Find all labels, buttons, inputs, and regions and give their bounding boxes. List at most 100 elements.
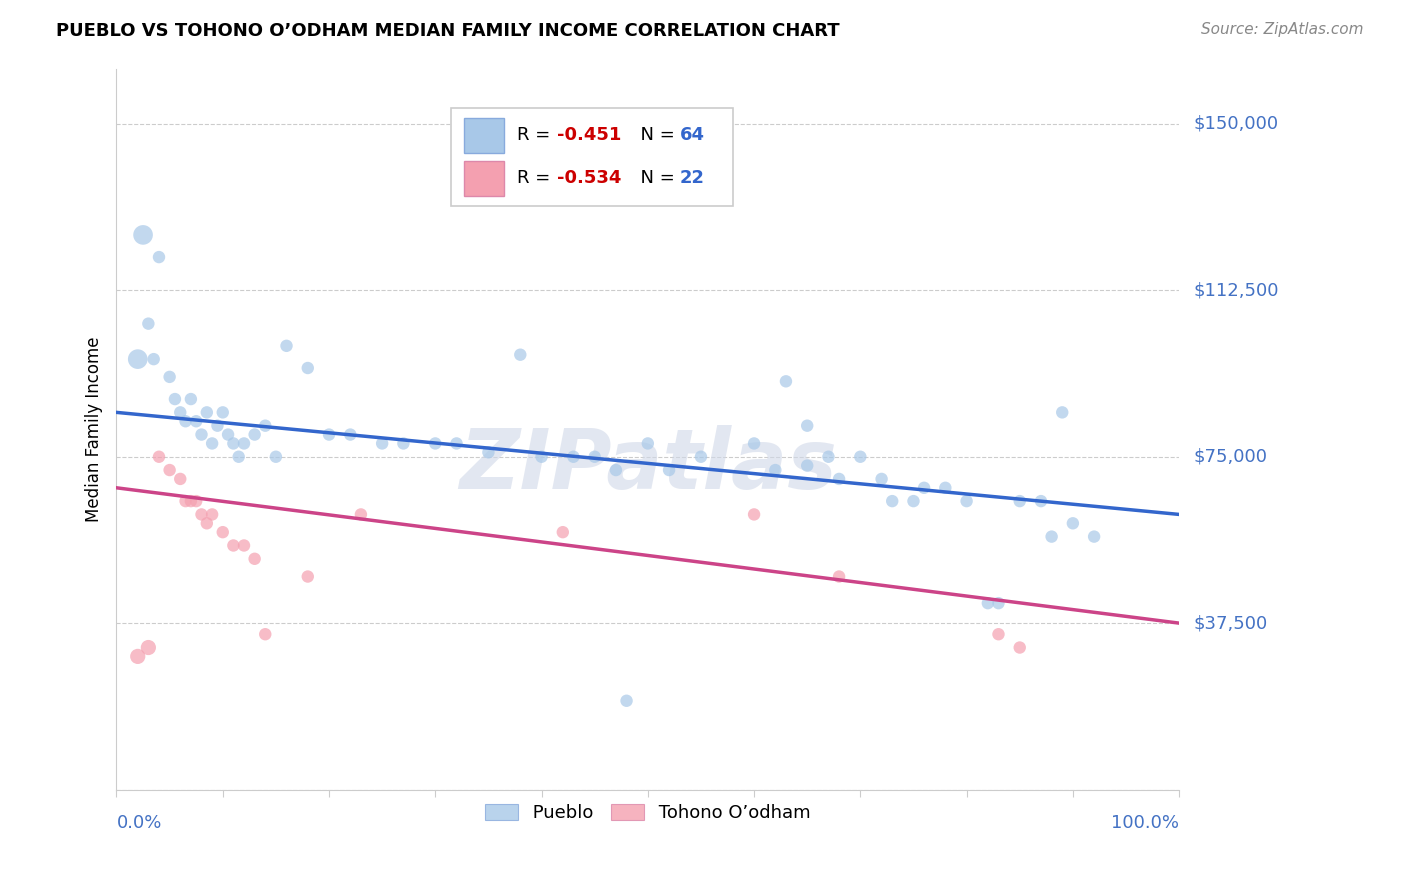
Text: N =: N = [628,127,681,145]
Point [186,494,208,508]
Point [190,427,212,442]
Point [190,508,212,522]
Point [243,551,266,566]
Point [882,494,904,508]
Point [637,436,659,450]
Point [201,436,224,450]
Point [233,436,256,450]
Point [201,508,224,522]
Point [339,427,361,442]
Point [616,694,638,708]
Point [828,472,851,486]
Point [934,481,956,495]
Legend:  Pueblo,  Tohono O’odham: Pueblo, Tohono O’odham [477,795,820,831]
Text: R =: R = [517,127,557,145]
Point [169,472,191,486]
Point [605,463,627,477]
Point [562,450,585,464]
Point [138,640,160,655]
FancyBboxPatch shape [464,161,505,195]
Text: PUEBLO VS TOHONO O’ODHAM MEDIAN FAMILY INCOME CORRELATION CHART: PUEBLO VS TOHONO O’ODHAM MEDIAN FAMILY I… [56,22,839,40]
Point [371,436,394,450]
Point [763,463,786,477]
Text: N =: N = [628,169,681,187]
Point [138,317,160,331]
Text: ZIPatlas: ZIPatlas [458,425,837,506]
Point [1040,530,1063,544]
Point [1029,494,1052,508]
Point [350,508,373,522]
Point [1062,516,1084,531]
Point [180,494,202,508]
Point [658,463,681,477]
Text: $37,500: $37,500 [1194,614,1267,632]
Point [222,539,245,553]
Y-axis label: Median Family Income: Median Family Income [86,336,103,522]
Point [217,427,239,442]
Point [207,418,229,433]
Point [243,427,266,442]
Point [233,539,256,553]
Point [742,508,765,522]
Point [987,627,1010,641]
Point [297,361,319,376]
Point [912,481,935,495]
Point [849,450,872,464]
Text: Source: ZipAtlas.com: Source: ZipAtlas.com [1201,22,1364,37]
Point [446,436,468,450]
Point [977,596,1000,610]
Text: -0.451: -0.451 [558,127,621,145]
Point [987,596,1010,610]
Text: $150,000: $150,000 [1194,115,1278,133]
Point [1083,530,1105,544]
Point [264,450,287,464]
Point [1008,494,1031,508]
Text: 64: 64 [679,127,704,145]
Point [870,472,893,486]
Point [955,494,977,508]
Point [297,569,319,583]
Point [425,436,447,450]
FancyBboxPatch shape [464,118,505,153]
Point [159,370,181,384]
Point [159,463,181,477]
Text: $75,000: $75,000 [1194,448,1267,466]
Point [551,525,574,540]
Point [318,427,340,442]
Point [817,450,839,464]
Point [583,450,606,464]
Point [796,458,818,473]
Point [228,450,250,464]
Text: R =: R = [517,169,557,187]
Point [169,405,191,419]
Point [392,436,415,450]
Point [254,418,277,433]
Point [530,450,553,464]
Point [211,405,233,419]
Point [148,250,170,264]
Point [132,227,155,242]
Point [127,649,149,664]
Point [127,352,149,367]
Point [195,516,218,531]
Text: -0.534: -0.534 [558,169,621,187]
Point [163,392,186,406]
Point [195,405,218,419]
Point [828,569,851,583]
Point [796,418,818,433]
Point [148,450,170,464]
Text: 22: 22 [679,169,704,187]
Text: 0.0%: 0.0% [117,814,162,832]
Point [509,348,531,362]
Text: $112,500: $112,500 [1194,281,1278,300]
Point [742,436,765,450]
Point [254,627,277,641]
Point [1052,405,1074,419]
Point [276,339,298,353]
Point [186,414,208,428]
Text: 100.0%: 100.0% [1111,814,1180,832]
Point [477,445,499,459]
Point [690,450,713,464]
Point [903,494,925,508]
FancyBboxPatch shape [451,108,733,205]
